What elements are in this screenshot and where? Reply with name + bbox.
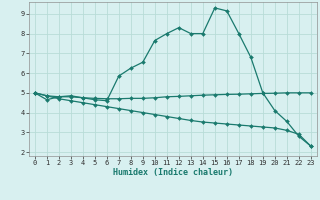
X-axis label: Humidex (Indice chaleur): Humidex (Indice chaleur) xyxy=(113,168,233,177)
